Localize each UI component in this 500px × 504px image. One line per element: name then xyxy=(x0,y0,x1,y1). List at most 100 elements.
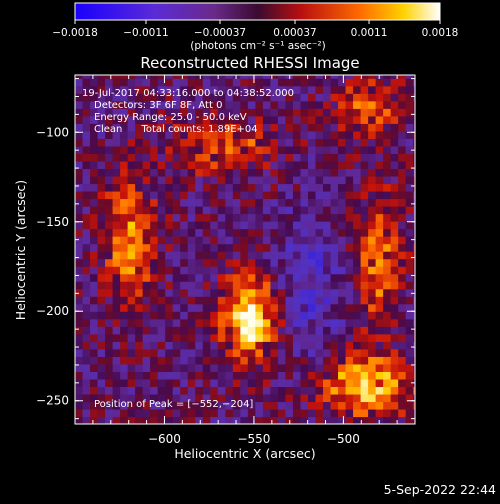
heatmap-cell-1332 xyxy=(285,296,294,305)
heatmap-cell-897 xyxy=(217,386,226,395)
heatmap-cell-1668 xyxy=(338,243,347,252)
heatmap-cell-190 xyxy=(105,401,114,410)
heatmap-cell-677 xyxy=(180,273,189,282)
heatmap-cell-1178 xyxy=(262,393,272,403)
heatmap-cell-1504 xyxy=(315,416,324,424)
heatmap-cell-1232 xyxy=(270,341,279,350)
heatmap-cell-1570 xyxy=(323,273,332,282)
heatmap-cell-246 xyxy=(112,333,121,342)
heatmap-cell-419 xyxy=(135,93,144,102)
heatmap-cell-1898 xyxy=(375,281,384,290)
heatmap-cell-2052 xyxy=(398,183,407,192)
heatmap-cell-964 xyxy=(225,236,234,245)
heatmap-cell-1993 xyxy=(390,273,399,282)
heatmap-cell-1698 xyxy=(345,371,354,380)
heatmap-cell-1124 xyxy=(247,93,256,102)
heatmap-cell-367 xyxy=(127,130,136,139)
heatmap-cell-1257 xyxy=(270,153,279,162)
heatmap-cell-1569 xyxy=(323,281,332,290)
heatmap-cell-462 xyxy=(142,123,151,132)
heatmap-cell-1026 xyxy=(232,123,241,132)
heatmap-cell-1495 xyxy=(307,130,317,139)
heatmap-cell-290 xyxy=(120,356,129,365)
heatmap-cell-946 xyxy=(225,371,234,380)
heatmap-cell-2119 xyxy=(413,386,415,395)
heatmap-cell-182 xyxy=(97,108,106,117)
heatmap-cell-1910 xyxy=(375,190,384,200)
heatmap-cell-1838 xyxy=(368,378,377,388)
heatmap-cell-298 xyxy=(120,296,129,305)
heatmap-cell-456 xyxy=(142,168,151,177)
heatmap-cell-376 xyxy=(135,416,144,424)
heatmap-cell-163 xyxy=(97,251,106,260)
heatmap-cell-1448 xyxy=(300,130,309,139)
heatmap-cell-1701 xyxy=(345,348,354,357)
heatmap-cell-1529 xyxy=(315,228,324,237)
heatmap-cell-783 xyxy=(195,183,204,192)
heatmap-cell-1432 xyxy=(300,251,309,260)
heatmap-cell-2060 xyxy=(398,123,407,132)
heatmap-cell-1514 xyxy=(315,341,324,350)
heatmap-cell-1262 xyxy=(270,115,279,124)
heatmap-cell-1201 xyxy=(262,221,272,230)
heatmap-cell-430 xyxy=(142,363,151,372)
heatmap-cell-185 xyxy=(97,85,106,94)
heatmap-cell-2088 xyxy=(405,266,414,275)
heatmap-cell-255 xyxy=(112,266,121,275)
heatmap-cell-876 xyxy=(210,190,219,200)
heatmap-cell-86 xyxy=(82,123,91,132)
heatmap-cell-111 xyxy=(90,288,99,297)
heatmap-cell-1991 xyxy=(390,288,399,297)
heatmap-cell-1352 xyxy=(285,145,294,154)
heatmap-cell-1812 xyxy=(360,221,369,230)
heatmap-cell-1400 xyxy=(292,138,302,147)
heatmap-cell-276 xyxy=(112,108,121,117)
heatmap-cell-1543 xyxy=(315,123,324,132)
heatmap-cell-1575 xyxy=(323,236,332,245)
heatmap-cell-2029 xyxy=(398,356,407,365)
heatmap-cell-1725 xyxy=(345,168,354,177)
heatmap-cell-374 xyxy=(127,78,136,87)
heatmap-cell-81 xyxy=(82,160,91,170)
heatmap-cell-1800 xyxy=(360,311,369,320)
heatmap-cell-998 xyxy=(232,333,241,342)
heatmap-cell-1784 xyxy=(353,78,362,87)
heatmap-cell-680 xyxy=(180,251,189,260)
heatmap-cell-1775 xyxy=(353,145,362,154)
heatmap-cell-1932 xyxy=(383,378,392,388)
heatmap-cell-445 xyxy=(142,251,151,260)
heatmap-cell-1416 xyxy=(300,371,309,380)
heatmap-cell-1311 xyxy=(277,100,287,109)
heatmap-cell-2137 xyxy=(413,251,415,260)
heatmap-cell-312 xyxy=(120,190,129,200)
heatmap-cell-1102 xyxy=(247,258,256,267)
heatmap-cell-1188 xyxy=(262,318,272,327)
heatmap-cell-936 xyxy=(217,93,226,102)
heatmap-cell-1310 xyxy=(277,108,287,117)
heatmap-cell-253 xyxy=(112,281,121,290)
heatmap-cell-1629 xyxy=(330,183,339,192)
heatmap-cell-36 xyxy=(75,145,84,154)
heatmap-cell-192 xyxy=(105,386,114,395)
heatmap-cell-858 xyxy=(210,326,219,335)
heatmap-cell-1502 xyxy=(307,78,317,87)
heatmap-cell-1768 xyxy=(353,198,362,207)
heatmap-cell-2070 xyxy=(405,401,414,410)
heatmap-cell-737 xyxy=(187,175,196,185)
heatmap-cell-977 xyxy=(225,138,234,147)
heatmap-cell-470 xyxy=(150,416,159,424)
heatmap-cell-999 xyxy=(232,326,241,335)
heatmap-cell-187 xyxy=(97,75,106,79)
heatmap-cell-447 xyxy=(142,236,151,245)
heatmap-cell-683 xyxy=(180,228,189,237)
heatmap-cell-1715 xyxy=(345,243,354,252)
heatmap-cell-171 xyxy=(97,190,106,200)
heatmap-cell-625 xyxy=(172,311,181,320)
heatmap-cell-0 xyxy=(75,416,84,424)
heatmap-cell-1653 xyxy=(338,356,347,365)
heatmap-cell-149 xyxy=(97,356,106,365)
heatmap-cell-1986 xyxy=(390,326,399,335)
heatmap-cell-527 xyxy=(157,341,166,350)
heatmap-cell-848 xyxy=(210,401,219,410)
heatmap-cell-1563 xyxy=(323,326,332,335)
